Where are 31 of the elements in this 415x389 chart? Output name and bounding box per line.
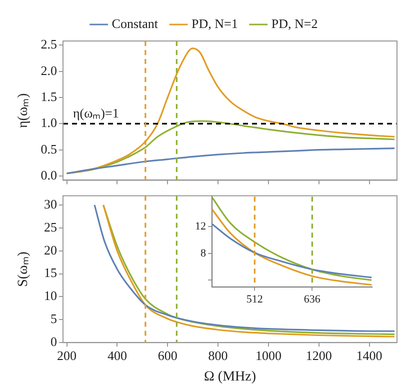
x-tick-label: 1000 [255,348,282,363]
x-tick-label: 600 [158,348,178,363]
x-tick-label: 636 [304,293,321,306]
y-tick-label: 2.0 [40,62,57,78]
x-tick-label: 1200 [306,348,332,363]
y-tick-label: 30 [44,196,57,212]
x-tick-label: 512 [246,293,263,306]
x-tick-label: 200 [57,348,77,363]
legend-label: PD, N=1 [192,16,238,31]
y-tick-label: 0.5 [40,141,57,156]
legend-label: PD, N=2 [271,16,318,31]
y-tick-label: 25 [44,219,57,234]
y-tick-label: 0.0 [40,167,57,182]
x-axis-title: Ω (MHz) [204,369,256,384]
y-tick-label: 15 [44,265,57,280]
y-tick-label: 5 [50,311,57,326]
y-tick-label: 1.5 [40,88,57,104]
y-tick-label: 1.0 [40,115,57,130]
x-tick-label: 400 [107,348,127,363]
ref-line-label: η(ωₘ)=1 [73,106,119,121]
y-tick-label: 12 [195,220,206,233]
y-tick-label: 8 [200,247,206,260]
legend-label: Constant [112,16,158,31]
y-axis-title: η(ωₘ) [16,92,32,128]
y-tick-label: 2.5 [40,36,57,52]
x-tick-label: 800 [208,348,228,363]
y-tick-label: 0 [50,334,57,350]
y-tick-label: 10 [44,288,57,304]
y-axis-title: S(ωₘ) [16,251,32,287]
x-tick-label: 1400 [356,348,382,363]
y-tick-label: 20 [44,242,57,258]
